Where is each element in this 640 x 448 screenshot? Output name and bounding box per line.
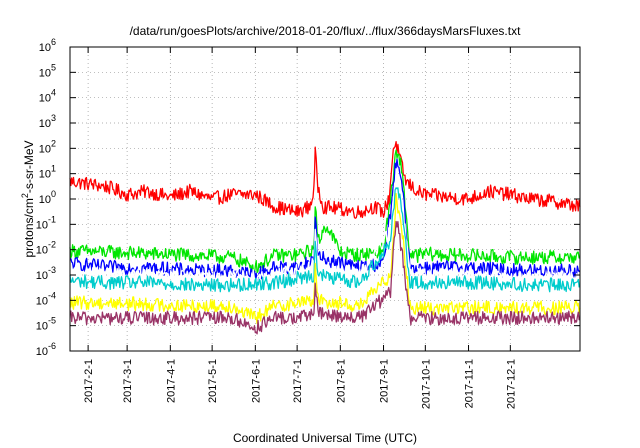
y-tick-base: 10 — [36, 245, 48, 257]
series-line-2 — [69, 149, 581, 275]
y-tick-exponent: 0 — [51, 189, 56, 199]
chart-title: /data/run/goesPlots/archive/2018-01-20/f… — [130, 24, 522, 38]
y-tick-base: 10 — [39, 42, 51, 54]
y-tick-base: 10 — [36, 295, 48, 307]
y-tick-exponent: 1 — [51, 164, 56, 174]
y-tick-label: 106 — [39, 37, 56, 54]
y-tick-base: 10 — [39, 169, 51, 181]
y-tick-base: 10 — [36, 321, 48, 333]
y-axis-label: protons/cm2-s-sr-MeV — [20, 140, 36, 257]
series-group — [69, 140, 581, 335]
series-line-5 — [69, 187, 581, 293]
x-tick-label: 2017-10-1 — [420, 359, 432, 409]
y-axis-ticks: 10-610-510-410-310-210-11001011021031041… — [36, 37, 580, 358]
y-tick-base: 10 — [39, 67, 51, 79]
y-tick-exponent: -1 — [48, 214, 56, 224]
y-tick-base: 10 — [39, 118, 51, 130]
y-tick-label: 101 — [39, 164, 56, 181]
y-tick-exponent: -2 — [48, 240, 56, 250]
x-tick-label: 2017-8-1 — [335, 359, 347, 403]
x-tick-label: 2017-7-1 — [292, 359, 304, 403]
x-tick-label: 2017-6-1 — [250, 359, 262, 403]
series-line-6 — [69, 193, 581, 325]
y-tick-base: 10 — [39, 194, 51, 206]
y-tick-label: 10-6 — [36, 341, 56, 358]
y-tick-label: 10-3 — [36, 265, 56, 282]
x-axis-label: Coordinated Universal Time (UTC) — [233, 431, 417, 445]
y-axis-label-prefix: protons/cm — [22, 198, 36, 257]
series-line-3 — [69, 158, 581, 282]
x-tick-label: 2017-9-1 — [379, 359, 391, 403]
y-tick-label: 10-1 — [36, 214, 56, 231]
x-axis-ticks: 2017-2-1 2017-3-1 2017-4-1 2017-5-1 2017-6-1… — [83, 47, 517, 409]
y-tick-exponent: 3 — [51, 113, 56, 123]
series-line-1 — [69, 140, 581, 219]
y-tick-exponent: -6 — [48, 341, 56, 351]
y-axis-label-sup: 2 — [20, 193, 30, 198]
series-line-7 — [69, 220, 581, 335]
y-tick-label: 103 — [39, 113, 56, 130]
y-tick-base: 10 — [36, 270, 48, 282]
y-tick-base: 10 — [39, 143, 51, 155]
y-tick-exponent: -3 — [48, 265, 56, 275]
y-tick-exponent: -4 — [48, 290, 56, 300]
y-tick-label: 105 — [39, 62, 56, 79]
y-tick-base: 10 — [39, 93, 51, 105]
y-tick-label: 102 — [39, 138, 56, 155]
y-tick-base: 10 — [36, 219, 48, 231]
x-tick-label: 2017-4-1 — [165, 359, 177, 403]
x-tick-label: 2017-12-1 — [505, 359, 517, 409]
y-tick-exponent: 5 — [51, 62, 56, 72]
y-tick-label: 100 — [39, 189, 56, 206]
y-tick-exponent: 4 — [51, 88, 56, 98]
y-axis-label-suffix: -s-sr-MeV — [22, 140, 36, 193]
y-tick-exponent: 2 — [51, 138, 56, 148]
y-tick-exponent: 6 — [51, 37, 56, 47]
y-tick-exponent: -5 — [48, 316, 56, 326]
y-tick-base: 10 — [36, 346, 48, 358]
x-tick-label: 2017-3-1 — [122, 359, 134, 403]
y-tick-label: 10-2 — [36, 240, 56, 257]
y-tick-label: 10-4 — [36, 290, 56, 307]
x-tick-label: 2017-11-1 — [464, 359, 476, 408]
x-tick-label: 2017-2-1 — [83, 359, 95, 403]
y-tick-label: 104 — [39, 88, 56, 105]
y-tick-label: 10-5 — [36, 316, 56, 333]
x-tick-label: 2017-5-1 — [207, 359, 219, 403]
